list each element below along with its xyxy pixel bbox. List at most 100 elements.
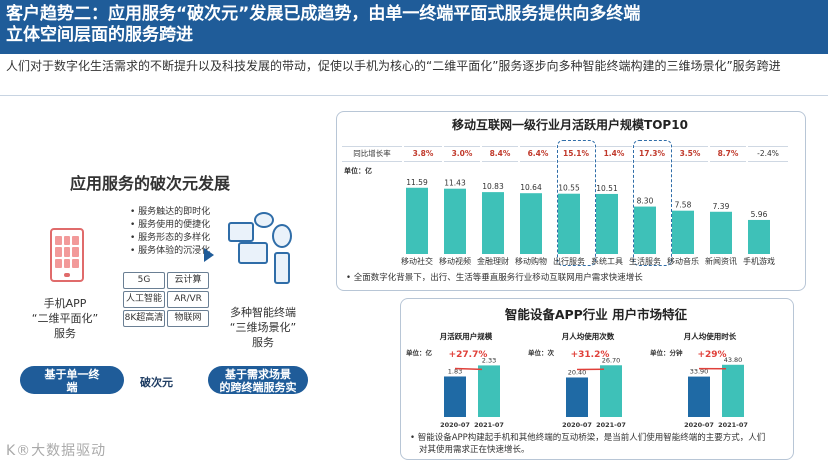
growth-cell: 3.5% bbox=[672, 146, 708, 162]
bar bbox=[558, 193, 580, 254]
bar bbox=[688, 376, 710, 417]
bar-value-label: 33.90 bbox=[690, 368, 709, 376]
mini-chart-title: 月活跃用户规模 bbox=[439, 331, 493, 341]
feature-iot: 物联网 bbox=[167, 310, 209, 327]
page-title-banner: 客户趋势二：应用服务“破次元”发展已成趋势，由单一终端平面式服务提供向多终端 立… bbox=[0, 0, 828, 54]
feature-ai: 人工智能 bbox=[123, 291, 165, 308]
devices-label: 多种智能终端 “三维场景化” 服务 bbox=[229, 306, 297, 349]
bar bbox=[566, 377, 588, 417]
growth-cell: 15.1% bbox=[558, 146, 594, 162]
bar bbox=[710, 211, 732, 254]
breakthrough-label: 破次元 bbox=[140, 376, 173, 389]
bullet-item: 服务体验的沉浸化 bbox=[130, 245, 210, 258]
feature-cloud: 云计算 bbox=[167, 272, 209, 289]
highlight-life bbox=[633, 140, 672, 266]
smart-device-note: • 智能设备APP构建起手机和其他终端的互动桥梁，是当前人们使用智能终端的主要方… bbox=[410, 433, 766, 455]
category-label: 2021-07 bbox=[474, 421, 504, 429]
smart-device-title: 智能设备APP行业 用户市场特征 bbox=[504, 307, 688, 322]
bar-value-label: 5.96 bbox=[751, 210, 768, 219]
phone-icon bbox=[50, 228, 84, 282]
bar-value-label: 10.55 bbox=[558, 184, 580, 193]
bar bbox=[634, 206, 656, 254]
category-label: 移动音乐 bbox=[667, 256, 699, 266]
growth-cell: 3.0% bbox=[444, 146, 480, 162]
category-label: 金融理财 bbox=[477, 256, 509, 266]
page-subtitle: 人们对于数字化生活需求的不断提升以及科技发展的带动，促使以手机为核心的“二维平面… bbox=[6, 59, 781, 73]
bar-value-label: 7.39 bbox=[713, 202, 730, 211]
fridge-icon bbox=[274, 252, 290, 284]
cross-terminal-pill: 基于需求场景 的跨终端服务实 bbox=[208, 366, 308, 394]
growth-cell: 3.8% bbox=[404, 146, 442, 162]
growth-label: +29% bbox=[697, 350, 726, 360]
bar bbox=[444, 376, 466, 417]
mini-chart-unit: 单位：分钟 bbox=[650, 348, 683, 357]
bar bbox=[406, 187, 428, 254]
smart-devices-icon bbox=[228, 212, 292, 284]
left-section-title: 应用服务的破次元发展 bbox=[70, 174, 231, 193]
bar-value-label: 10.64 bbox=[520, 183, 542, 192]
bar-value-label: 7.58 bbox=[675, 201, 692, 210]
growth-arrow-icon bbox=[454, 367, 483, 371]
category-label: 2020-07 bbox=[440, 421, 470, 429]
page-title-line2: 立体空间层面的服务跨进 bbox=[6, 25, 193, 45]
category-label: 移动视频 bbox=[439, 256, 471, 266]
bar bbox=[520, 193, 542, 254]
bar bbox=[478, 365, 500, 417]
bar-value-label: 20.40 bbox=[568, 368, 587, 376]
growth-cell: 17.3% bbox=[634, 146, 670, 162]
single-terminal-pill: 基于单一终 端 bbox=[20, 366, 124, 394]
bar bbox=[748, 219, 770, 254]
bar-value-label: 2.33 bbox=[482, 356, 496, 364]
monitor-icon bbox=[228, 222, 254, 242]
camera-icon bbox=[254, 212, 274, 228]
bar bbox=[596, 193, 618, 254]
bar bbox=[672, 210, 694, 254]
bar bbox=[600, 365, 622, 417]
growth-label: +31.2% bbox=[571, 350, 610, 360]
bar-value-label: 11.43 bbox=[444, 179, 466, 188]
bar bbox=[444, 188, 466, 254]
category-label: 2021-07 bbox=[596, 421, 626, 429]
washer-icon bbox=[272, 224, 292, 248]
category-label: 新闻资讯 bbox=[705, 256, 737, 266]
growth-cell: -2.4% bbox=[748, 146, 788, 162]
mini-chart-title: 月人均使用时长 bbox=[683, 331, 737, 341]
feature-5g: 5G bbox=[123, 272, 165, 289]
category-label: 生活服务 bbox=[629, 256, 661, 266]
feature-arvr: AR/VR bbox=[167, 291, 209, 308]
growth-label: +27.7% bbox=[449, 350, 488, 360]
category-label: 2021-07 bbox=[718, 421, 748, 429]
bar-value-label: 43.80 bbox=[724, 356, 743, 364]
bullet-item: 服务使用的便捷化 bbox=[130, 219, 210, 232]
growth-cell: 8.7% bbox=[710, 146, 746, 162]
top10-unit: 单位：亿 bbox=[344, 167, 372, 175]
category-label: 2020-07 bbox=[684, 421, 714, 429]
category-label: 系统工具 bbox=[591, 256, 623, 266]
growth-cell: 6.4% bbox=[520, 146, 556, 162]
growth-rate-label: 同比增长率 bbox=[342, 146, 402, 162]
mini-chart-title: 月人均使用次数 bbox=[561, 331, 615, 341]
bar bbox=[722, 364, 744, 417]
growth-cell: 8.4% bbox=[482, 146, 518, 162]
bar-value-label: 1.83 bbox=[448, 367, 462, 375]
top10-bar-chart: 11.59 移动社交 11.43 移动视频 10.83 金融理财 10.64 移动购物 10.5… bbox=[401, 178, 775, 266]
mini-chart-unit: 单位：亿 bbox=[406, 348, 433, 357]
bar-value-label: 10.51 bbox=[596, 184, 618, 193]
category-label: 手机游戏 bbox=[743, 256, 775, 266]
mini-chart-unit: 单位：次 bbox=[528, 348, 555, 357]
bar-value-label: 10.83 bbox=[482, 182, 504, 191]
bar-value-label: 11.59 bbox=[406, 178, 428, 187]
tv-icon bbox=[238, 242, 268, 264]
growth-cell: 1.4% bbox=[596, 146, 632, 162]
category-label: 移动购物 bbox=[515, 256, 547, 266]
arrow-right-icon bbox=[204, 248, 214, 262]
header-divider bbox=[0, 95, 828, 96]
bar-value-label: 8.30 bbox=[637, 197, 654, 206]
phone-label: 手机APP “二维平面化” 服务 bbox=[31, 297, 99, 340]
bullet-item: 服务触达的即时化 bbox=[130, 206, 210, 219]
tech-feature-grid: 5G 云计算 人工智能 AR/VR 8K超高清 物联网 bbox=[123, 270, 209, 328]
feature-8k: 8K超高清 bbox=[123, 310, 165, 327]
category-label: 出行服务 bbox=[553, 256, 585, 266]
category-label: 2020-07 bbox=[562, 421, 592, 429]
